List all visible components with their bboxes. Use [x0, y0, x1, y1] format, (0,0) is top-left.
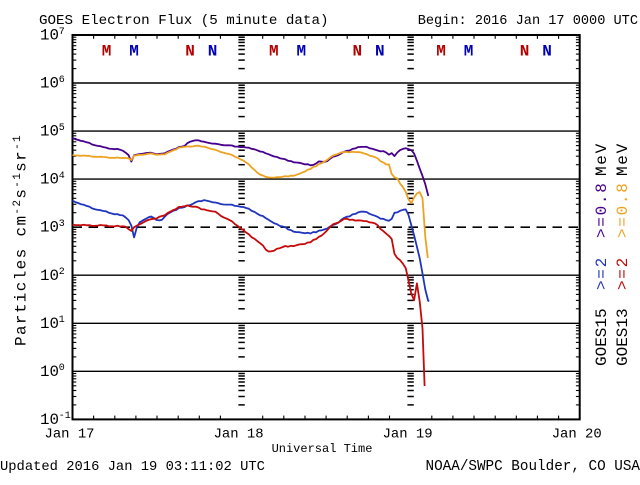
- svg-text:M: M: [464, 42, 474, 60]
- svg-text:GOES Electron Flux (5 minute d: GOES Electron Flux (5 minute data): [39, 13, 328, 29]
- svg-text:>=0.8: >=0.8: [614, 181, 632, 238]
- svg-text:7: 7: [59, 27, 65, 38]
- svg-text:GOES15: GOES15: [593, 308, 611, 366]
- svg-text:1: 1: [59, 315, 65, 326]
- svg-text:Updated 2016 Jan 19 03:11:02 U: Updated 2016 Jan 19 03:11:02 UTC: [0, 459, 265, 475]
- svg-text:M: M: [129, 42, 139, 60]
- svg-text:N: N: [208, 42, 218, 60]
- svg-text:10: 10: [40, 123, 59, 141]
- svg-text:10: 10: [40, 363, 59, 381]
- svg-text:N: N: [542, 42, 552, 60]
- svg-text:MeV: MeV: [593, 142, 611, 176]
- svg-text:>=2: >=2: [593, 256, 611, 290]
- svg-text:10: 10: [40, 75, 59, 93]
- svg-text:3: 3: [59, 219, 65, 230]
- svg-text:>=0.8: >=0.8: [593, 181, 611, 238]
- svg-text:10: 10: [40, 27, 59, 45]
- svg-text:6: 6: [59, 75, 65, 86]
- svg-text:Begin: 2016 Jan 17 0000 UTC: Begin: 2016 Jan 17 0000 UTC: [418, 14, 638, 29]
- svg-text:Jan 17: Jan 17: [44, 427, 94, 443]
- svg-text:5: 5: [59, 123, 65, 134]
- svg-text:Jan 19: Jan 19: [383, 427, 433, 443]
- svg-text:2: 2: [59, 267, 65, 278]
- svg-text:10: 10: [40, 267, 59, 285]
- svg-text:-1: -1: [59, 411, 71, 422]
- svg-text:MeV: MeV: [614, 142, 632, 176]
- svg-text:M: M: [102, 42, 112, 60]
- svg-text:N: N: [375, 42, 385, 60]
- svg-text:10: 10: [40, 219, 59, 237]
- svg-text:M: M: [296, 42, 306, 60]
- svg-text:Particles cm-2s-1sr-1: Particles cm-2s-1sr-1: [12, 134, 31, 346]
- svg-text:0: 0: [59, 363, 65, 374]
- svg-text:Universal Time: Universal Time: [272, 442, 373, 456]
- svg-text:N: N: [352, 42, 362, 60]
- svg-text:M: M: [436, 42, 446, 60]
- svg-text:10: 10: [40, 315, 59, 333]
- svg-text:N: N: [185, 42, 195, 60]
- svg-text:M: M: [269, 42, 279, 60]
- svg-text:>=2: >=2: [614, 256, 632, 290]
- svg-text:NOAA/SWPC Boulder, CO USA: NOAA/SWPC Boulder, CO USA: [426, 459, 640, 475]
- svg-text:4: 4: [59, 171, 65, 182]
- svg-text:GOES13: GOES13: [614, 308, 632, 366]
- svg-text:N: N: [520, 42, 530, 60]
- svg-text:Jan 20: Jan 20: [552, 427, 602, 443]
- svg-text:Jan 18: Jan 18: [214, 427, 264, 443]
- svg-text:10: 10: [40, 171, 59, 189]
